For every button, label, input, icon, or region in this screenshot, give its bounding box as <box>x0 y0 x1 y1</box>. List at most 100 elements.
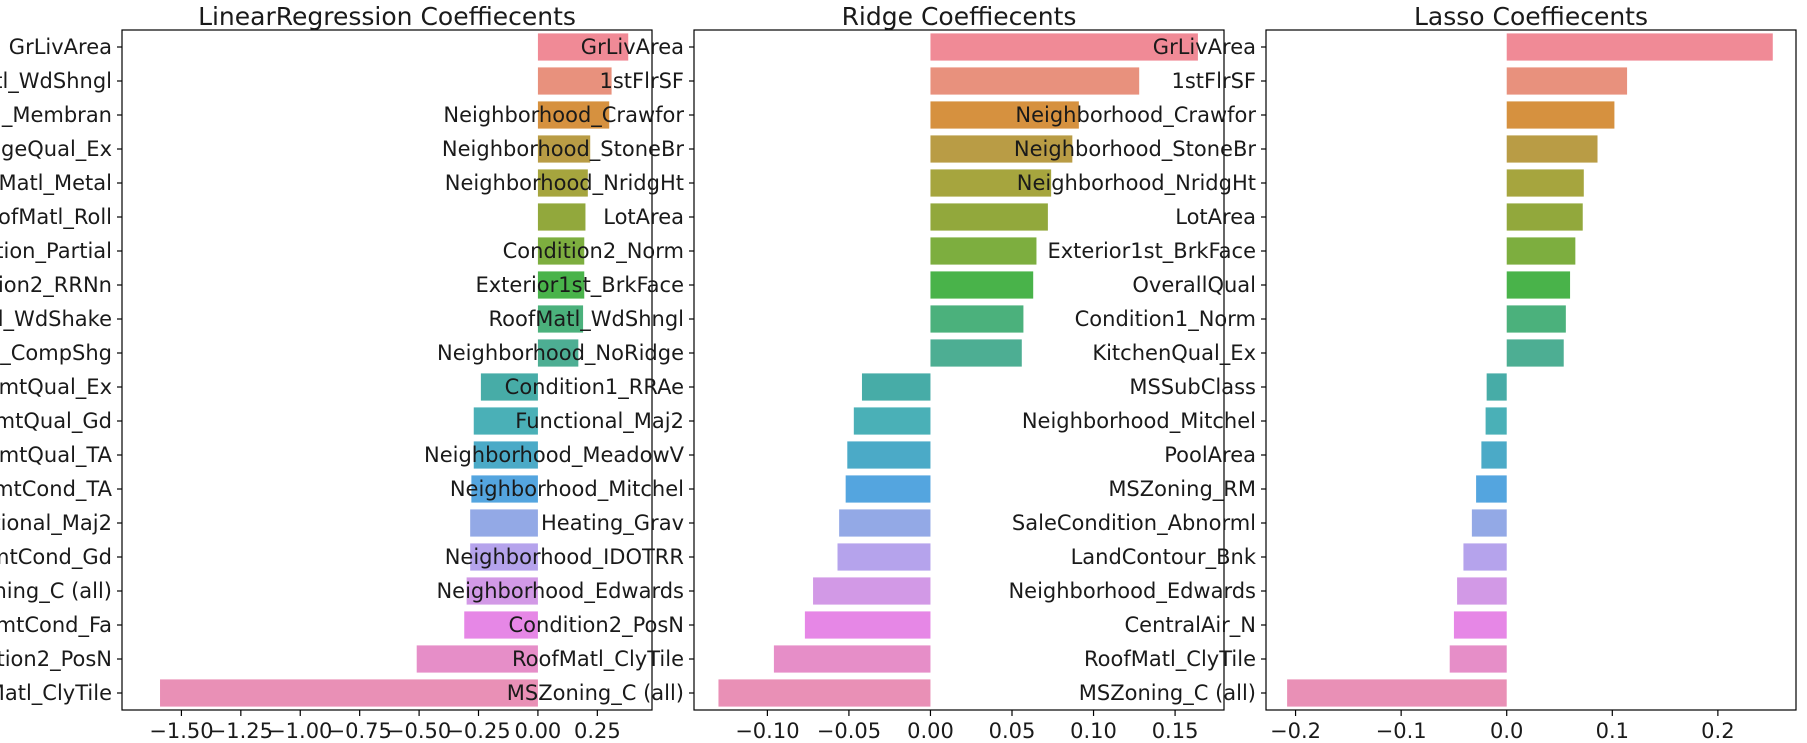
x-tick-label: −0.05 <box>817 719 881 743</box>
category-label: Condition1_RRAe <box>505 375 684 400</box>
bar-20 <box>160 679 538 707</box>
x-tick-label: 0.2 <box>1701 719 1734 743</box>
bar-6 <box>1506 203 1583 231</box>
bar-5 <box>1506 169 1584 197</box>
bar-11 <box>480 373 538 401</box>
bar-10 <box>537 339 579 367</box>
category-label: PoolArea <box>1164 443 1256 467</box>
x-tick-label: −0.50 <box>387 719 451 743</box>
bar-17 <box>813 577 931 605</box>
category-label: Functional_Maj2 <box>515 409 684 434</box>
bar-18 <box>804 611 931 639</box>
bar-15 <box>839 509 931 537</box>
category-label: Neighborhood_StoneBr <box>442 137 684 162</box>
x-tick-label: 0.25 <box>574 719 621 743</box>
bar-4 <box>930 135 1073 163</box>
category-label: Exterior1st_BrkFace <box>475 273 684 298</box>
bar-4 <box>1506 135 1598 163</box>
category-label: RoofMatl_WdShake <box>0 307 112 332</box>
category-label: Exterior1st_BrkFace <box>1047 239 1256 264</box>
bar-12 <box>1485 407 1507 435</box>
category-label: BsmtQual_Gd <box>0 409 112 434</box>
category-label: RoofMatl_Membran <box>0 103 112 128</box>
bar-8 <box>1506 271 1571 299</box>
category-label: MSSubClass <box>1129 375 1256 399</box>
bar-16 <box>1463 543 1507 571</box>
category-label: MSZoning_C (all) <box>507 681 684 706</box>
bar-1 <box>1506 33 1773 61</box>
category-label: Condition2_PosN <box>509 613 685 638</box>
chart-title: Ridge Coeffiecents <box>842 2 1077 31</box>
category-label: 1stFlrSF <box>1172 69 1257 93</box>
plot-frame <box>121 29 653 711</box>
category-label: Neighborhood_Mitchel <box>450 477 684 502</box>
bar-5 <box>537 169 588 197</box>
bar-15 <box>470 509 538 537</box>
bar-3 <box>537 101 610 129</box>
category-label: GarageQual_Ex <box>0 137 112 162</box>
category-label: RoofMatl_Metal <box>0 171 112 196</box>
x-tick-label: 0.1 <box>1596 719 1629 743</box>
bar-7 <box>930 237 1037 265</box>
x-tick-label: −0.75 <box>327 719 391 743</box>
bar-1 <box>537 33 629 61</box>
bar-3 <box>1506 101 1615 129</box>
x-tick-label: 0.00 <box>515 719 562 743</box>
category-label: MSZoning_RM <box>1108 477 1256 502</box>
x-tick-label: −0.25 <box>446 719 510 743</box>
bar-11 <box>1486 373 1507 401</box>
bar-16 <box>837 543 931 571</box>
bar-2 <box>1506 67 1628 95</box>
x-tick-label: 0.00 <box>907 719 954 743</box>
category-label: BsmtCond_Fa <box>0 613 112 638</box>
category-label: GrLivArea <box>9 35 112 59</box>
bar-14 <box>1476 475 1507 503</box>
bar-3 <box>930 101 1079 129</box>
category-label: KitchenQual_Ex <box>1092 341 1256 366</box>
chart-title: LinearRegression Coeffiecents <box>198 2 576 31</box>
bar-19 <box>1449 645 1507 673</box>
bar-13 <box>1481 441 1507 469</box>
bar-14 <box>845 475 931 503</box>
category-label: LotArea <box>1175 205 1256 229</box>
bar-18 <box>464 611 538 639</box>
bar-18 <box>1453 611 1507 639</box>
category-label: BsmtCond_TA <box>0 477 113 502</box>
category-label: RoofMatl_WdShngl <box>488 307 684 332</box>
category-label: BsmtQual_Ex <box>0 375 112 400</box>
category-label: Heating_Grav <box>541 511 684 536</box>
category-label: Neighborhood_NridgHt <box>1017 171 1256 196</box>
bar-1 <box>930 33 1198 61</box>
x-tick-label: −1.50 <box>149 719 213 743</box>
category-label: RoofMatl_CompShg <box>0 341 112 366</box>
category-label: Neighborhood_StoneBr <box>1014 137 1256 162</box>
bar-9 <box>930 305 1024 333</box>
x-tick-label: −0.2 <box>1270 719 1321 743</box>
bar-5 <box>930 169 1052 197</box>
bar-6 <box>537 203 586 231</box>
category-label: Condition1_Norm <box>1075 307 1256 332</box>
category-label: MSZoning_C (all) <box>1079 681 1256 706</box>
category-label: GrLivArea <box>1153 35 1256 59</box>
bar-9 <box>1506 305 1566 333</box>
category-label: SaleCondition_Abnorml <box>1012 511 1256 536</box>
bar-7 <box>537 237 585 265</box>
bar-17 <box>1457 577 1507 605</box>
category-label: BsmtCond_Gd <box>0 545 112 570</box>
bar-13 <box>473 441 538 469</box>
bar-9 <box>537 305 584 333</box>
category-label: Neighborhood_Edwards <box>1008 579 1256 604</box>
category-label: RoofMatl_ClyTile <box>1084 647 1256 672</box>
bar-15 <box>1471 509 1507 537</box>
bar-20 <box>1287 679 1507 707</box>
bar-16 <box>470 543 538 571</box>
category-label: RoofMatl_Roll <box>0 205 112 230</box>
bar-19 <box>773 645 931 673</box>
bar-12 <box>473 407 538 435</box>
category-label: Neighborhood_NridgHt <box>445 171 684 196</box>
plot-frame <box>1265 29 1797 711</box>
category-label: Neighborhood_Crawfor <box>443 103 684 128</box>
bar-7 <box>1506 237 1576 265</box>
bar-13 <box>847 441 931 469</box>
